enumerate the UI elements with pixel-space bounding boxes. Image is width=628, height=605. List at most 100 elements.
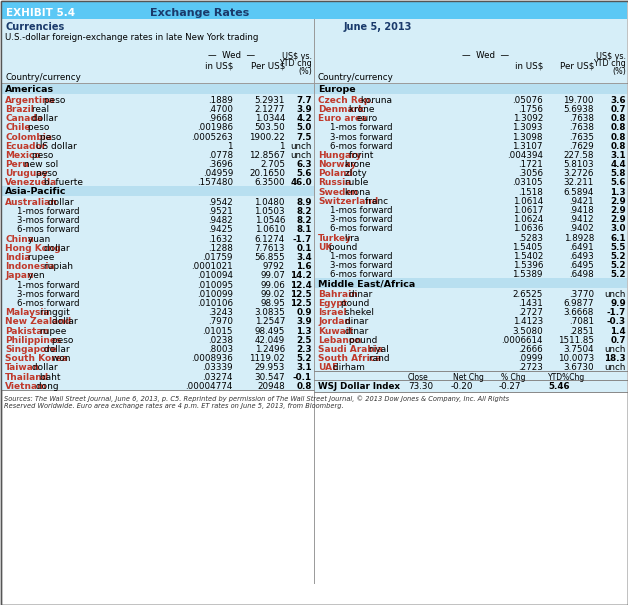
Text: Philippines: Philippines xyxy=(5,336,62,345)
Text: 99.02: 99.02 xyxy=(260,290,285,299)
Bar xyxy=(1,252,314,261)
Text: 0.8: 0.8 xyxy=(610,142,626,151)
Text: dong: dong xyxy=(33,382,58,391)
Text: Vietnam: Vietnam xyxy=(5,382,48,391)
Text: 1119.02: 1119.02 xyxy=(249,355,285,363)
Bar xyxy=(315,298,627,307)
Text: peso: peso xyxy=(29,151,53,160)
Text: 1: 1 xyxy=(227,142,233,151)
Text: zloty: zloty xyxy=(342,169,367,178)
Text: 6.1: 6.1 xyxy=(610,234,626,243)
Text: 6-mos forward: 6-mos forward xyxy=(330,224,392,234)
Text: 3-mos forward: 3-mos forward xyxy=(330,215,392,224)
Text: 6.3: 6.3 xyxy=(296,160,312,169)
Text: 1.2547: 1.2547 xyxy=(254,318,285,327)
Text: 0.9: 0.9 xyxy=(296,309,312,317)
Text: 8.2: 8.2 xyxy=(296,217,312,225)
Text: Poland: Poland xyxy=(318,169,353,178)
Text: 4.2: 4.2 xyxy=(296,114,312,123)
Text: India: India xyxy=(5,253,31,262)
Text: Kuwait: Kuwait xyxy=(318,327,354,336)
Text: yuan: yuan xyxy=(25,235,50,244)
Text: 3.6: 3.6 xyxy=(610,96,626,105)
Bar xyxy=(315,113,627,122)
Text: Sweden: Sweden xyxy=(318,188,358,197)
Text: Colombia: Colombia xyxy=(5,132,52,142)
Text: .7081: .7081 xyxy=(569,318,594,327)
Text: 2.5: 2.5 xyxy=(296,336,312,345)
Text: .6491: .6491 xyxy=(570,243,594,252)
Text: 6-mos forward: 6-mos forward xyxy=(330,142,392,151)
Text: .2727: .2727 xyxy=(518,309,543,317)
Text: .1756: .1756 xyxy=(518,105,543,114)
Text: 20948: 20948 xyxy=(257,382,285,391)
Text: 6-mos forward: 6-mos forward xyxy=(17,226,80,235)
Bar xyxy=(315,223,627,232)
Text: Lebanon: Lebanon xyxy=(318,336,362,345)
Text: 1-mos forward: 1-mos forward xyxy=(330,252,392,261)
Text: 2.9: 2.9 xyxy=(610,215,626,224)
Text: krona: krona xyxy=(342,188,371,197)
Text: Venezuela: Venezuela xyxy=(5,178,57,188)
Text: Singapore: Singapore xyxy=(5,345,57,354)
Bar xyxy=(1,261,314,270)
Bar xyxy=(1,159,314,168)
Text: 1: 1 xyxy=(279,142,285,151)
Text: Country/currency: Country/currency xyxy=(318,73,394,82)
Text: 1.0503: 1.0503 xyxy=(254,207,285,216)
Text: .2851: .2851 xyxy=(569,327,594,336)
Text: .03274: .03274 xyxy=(202,373,233,382)
Text: 0.8: 0.8 xyxy=(610,114,626,123)
Text: dollar: dollar xyxy=(41,345,70,354)
Text: Indonesia: Indonesia xyxy=(5,263,55,271)
Text: YTD%Chg: YTD%Chg xyxy=(548,373,585,382)
Text: 5.2931: 5.2931 xyxy=(254,96,285,105)
Text: .03105: .03105 xyxy=(512,178,543,188)
Text: Russia: Russia xyxy=(318,178,352,188)
Text: .010099: .010099 xyxy=(197,290,233,299)
Text: .01015: .01015 xyxy=(202,327,233,336)
Text: 8.2: 8.2 xyxy=(296,207,312,216)
Text: 1-mos forward: 1-mos forward xyxy=(330,206,392,215)
Bar xyxy=(1,149,314,159)
Text: Australian: Australian xyxy=(5,198,58,207)
Bar xyxy=(315,140,627,149)
Text: 1.0614: 1.0614 xyxy=(512,197,543,206)
Text: 99.06: 99.06 xyxy=(260,281,285,290)
Text: 3.5080: 3.5080 xyxy=(512,327,543,336)
Bar xyxy=(315,122,627,131)
Text: 0.7: 0.7 xyxy=(610,105,626,114)
Text: 9.9: 9.9 xyxy=(610,299,626,308)
Text: unch: unch xyxy=(605,364,626,373)
Bar xyxy=(1,279,314,289)
Text: -0.20: -0.20 xyxy=(451,382,474,391)
Text: lira: lira xyxy=(342,234,359,243)
Text: .004394: .004394 xyxy=(507,151,543,160)
Text: 1.0610: 1.0610 xyxy=(254,226,285,235)
Text: 1.4123: 1.4123 xyxy=(512,318,543,327)
Text: dinar: dinar xyxy=(346,290,372,299)
Text: 1511.85: 1511.85 xyxy=(558,336,594,345)
Text: .1518: .1518 xyxy=(518,188,543,197)
Text: 56.855: 56.855 xyxy=(254,253,285,262)
Text: ruble: ruble xyxy=(342,178,369,188)
Bar xyxy=(1,206,314,215)
Text: Ecuador: Ecuador xyxy=(5,142,46,151)
Text: .0001021: .0001021 xyxy=(192,263,233,271)
Text: Japan: Japan xyxy=(5,272,33,281)
Text: —  Wed  —: — Wed — xyxy=(208,51,256,60)
Text: U.S.-dollar foreign-exchange rates in late New York trading: U.S.-dollar foreign-exchange rates in la… xyxy=(5,33,258,42)
Text: 98.495: 98.495 xyxy=(254,327,285,336)
Text: .0238: .0238 xyxy=(208,336,233,345)
Text: 1.4: 1.4 xyxy=(610,327,626,336)
Text: Americas: Americas xyxy=(5,85,54,94)
Bar xyxy=(1,270,314,279)
Text: New Zealand: New Zealand xyxy=(5,318,71,327)
Bar xyxy=(315,289,627,298)
Text: Per US$: Per US$ xyxy=(560,61,594,70)
Text: 1-mos forward: 1-mos forward xyxy=(330,123,392,132)
Bar xyxy=(1,131,314,140)
Text: 1.3093: 1.3093 xyxy=(512,123,543,132)
Text: .9412: .9412 xyxy=(570,215,594,224)
Text: peso: peso xyxy=(37,132,62,142)
